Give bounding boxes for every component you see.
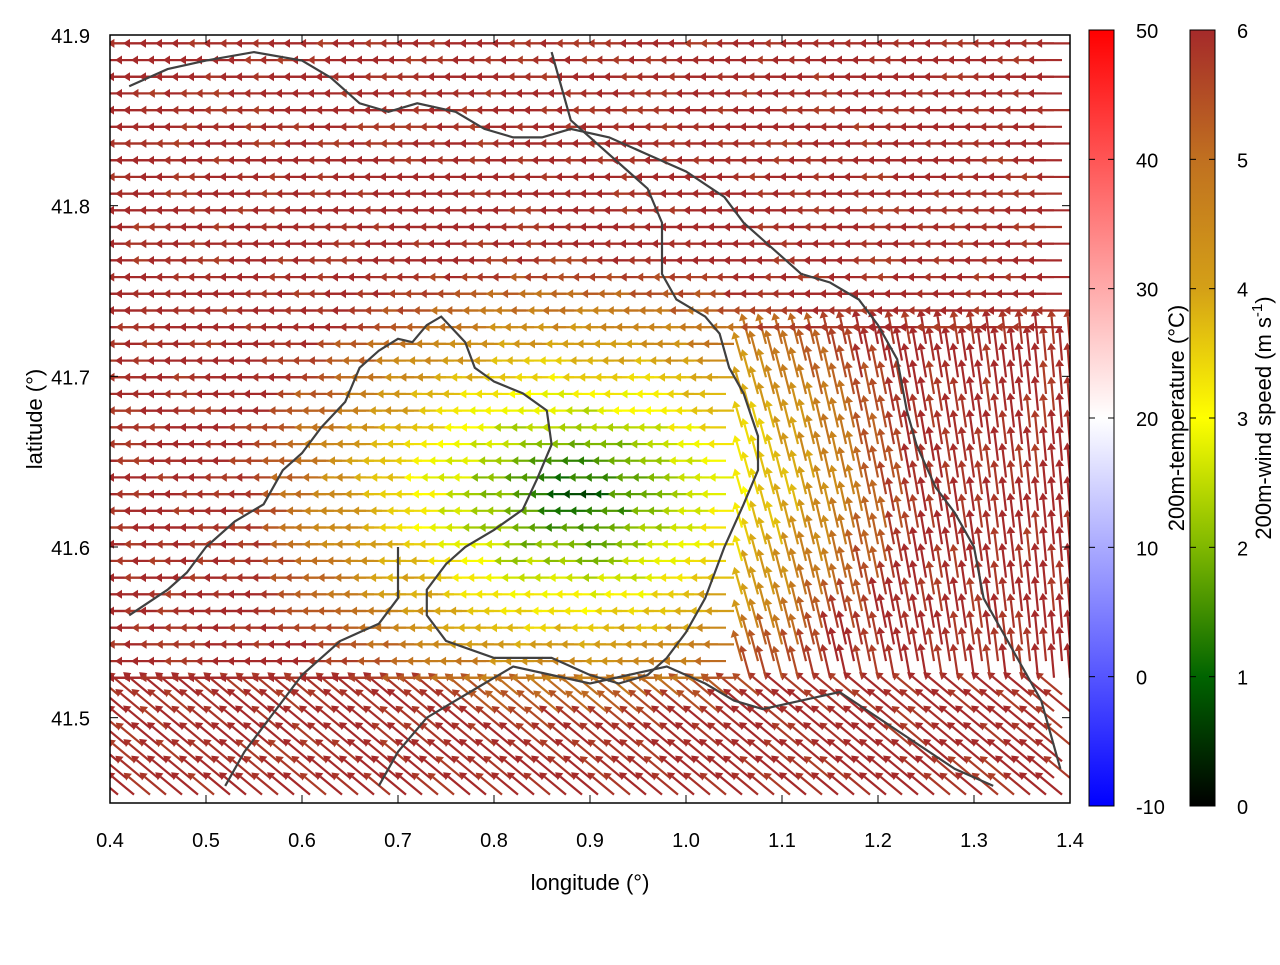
x-tick-label: 0.6	[288, 830, 316, 852]
colorbar-tick-label: 1	[1237, 668, 1248, 690]
colorbar-tick-label: 6	[1237, 21, 1248, 43]
windspeed-label-sup: -1	[1249, 304, 1266, 317]
x-tick-label: 0.8	[480, 830, 508, 852]
colorbar-tick-label: 10	[1136, 538, 1158, 560]
colorbar-tick-label: 50	[1136, 21, 1158, 43]
x-tick-label: 0.5	[192, 830, 220, 852]
x-tick-label: 1.4	[1056, 830, 1084, 852]
colorbar-tick-label: 0	[1237, 797, 1248, 819]
colorbar-tick-label: 2	[1237, 538, 1248, 560]
colorbar-tick-label: 0	[1136, 668, 1147, 690]
x-tick-label: 1.0	[672, 830, 700, 852]
colorbar-tick-label: 5	[1237, 150, 1248, 172]
temperature-colorbar-label: 200m-temperature (°C)	[1164, 305, 1189, 531]
windspeed-label-close: )	[1251, 296, 1276, 303]
x-tick-label: 1.3	[960, 830, 988, 852]
colorbar-tick-label: -10	[1136, 797, 1165, 819]
colorbar-tick-label: 3	[1237, 409, 1248, 431]
y-axis-label: latitude (°)	[22, 369, 47, 470]
windspeed-label-main: 200m-wind speed (m s	[1251, 317, 1276, 540]
windspeed-colorbar-label: 200m-wind speed (m s-1)	[1249, 296, 1276, 539]
colorbar-tick-label: 20	[1136, 409, 1158, 431]
colorbar-tick-label: 40	[1136, 150, 1158, 172]
x-tick-label: 0.7	[384, 830, 412, 852]
y-tick-label: 41.7	[51, 367, 90, 389]
x-tick-label: 1.2	[864, 830, 892, 852]
y-tick-label: 41.6	[51, 538, 90, 560]
x-tick-label: 0.4	[96, 830, 124, 852]
x-tick-label: 1.1	[768, 830, 796, 852]
x-axis-label: longitude (°)	[531, 870, 650, 895]
colorbar-tick-label: 30	[1136, 280, 1158, 302]
y-tick-label: 41.8	[51, 197, 90, 219]
y-tick-label: 41.5	[51, 709, 90, 731]
x-tick-label: 0.9	[576, 830, 604, 852]
colorbar-tick-label: 4	[1237, 280, 1248, 302]
y-tick-label: 41.9	[51, 26, 90, 48]
